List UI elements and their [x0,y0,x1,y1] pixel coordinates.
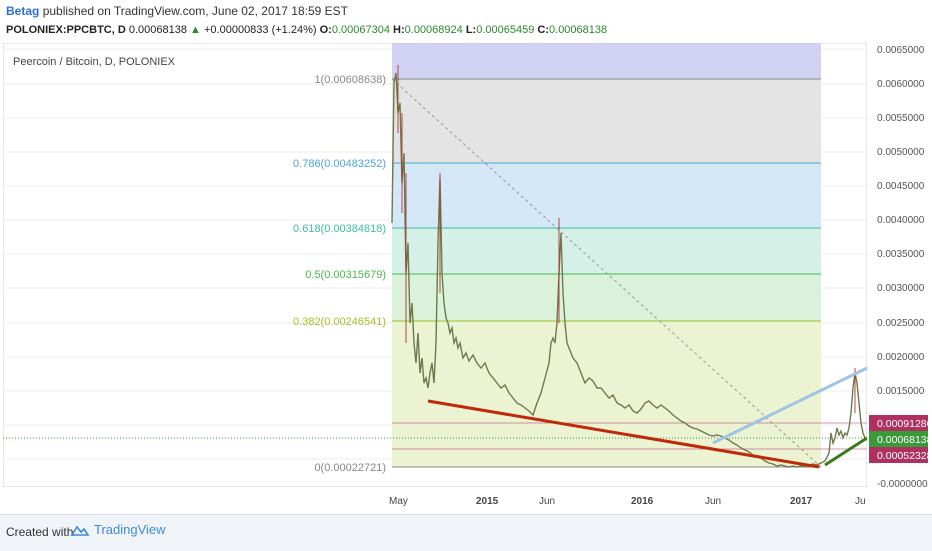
fib-retracement[interactable]: 1(0.00608638) 0.786(0.00483252) 0.618(0.… [293,43,822,474]
svg-text:0.0030000: 0.0030000 [877,283,925,294]
fib-band-5 [392,274,821,321]
fib-label-5: 0.5(0.00315679) [305,269,386,281]
low-value: 0.00065459 [476,24,535,36]
footer: Created with TradingView [0,514,932,551]
x-tick-jun-2015: Jun [539,496,556,507]
fib-label-786: 0.786(0.00483252) [293,158,386,170]
fib-band-786 [392,163,821,228]
price-chart[interactable]: 1(0.00608638) 0.786(0.00483252) 0.618(0.… [2,42,932,493]
fib-trend-line [391,78,822,468]
price-tag-support [869,447,928,463]
high-value: 0.00068924 [404,24,463,36]
svg-text:0.0050000: 0.0050000 [877,147,925,158]
red-trendline[interactable] [427,399,820,469]
fib-band-top [392,43,821,79]
last-price: 0.00068138 [128,24,187,36]
svg-text:-0.0000000: -0.0000000 [877,479,928,490]
price-change: +0.00000833 (+1.24%) [204,24,317,36]
blue-trendline[interactable] [712,366,868,445]
fib-label-382: 0.382(0.00246541) [293,316,386,328]
x-tick-jul: Ju [855,496,866,507]
time-axis[interactable]: May 2015 Jun 2016 Jun 2017 Ju [3,494,867,512]
fib-band-1 [392,79,821,163]
open-label: O: [319,24,332,36]
symbol-label: POLONIEX:PPCBTC, D [6,24,126,36]
fib-label-0: 0(0.00022721) [314,462,386,474]
svg-text:0.0015000: 0.0015000 [877,386,925,397]
svg-text:0.0040000: 0.0040000 [877,215,925,226]
price-tag-resistance [869,415,928,431]
x-tick-jun-2016: Jun [705,496,722,507]
svg-text:0.0020000: 0.0020000 [877,352,925,363]
price-spikes [397,65,856,413]
svg-text:0.0060000: 0.0060000 [877,79,925,90]
close-label: C: [537,24,550,36]
x-tick-2015: 2015 [476,496,499,507]
chart-legend: Peercoin / Bitcoin, D, POLONIEX [13,56,176,68]
y-axis-labels: 0.0065000 0.0060000 0.0055000 0.0050000 … [877,45,928,490]
x-tick-2017: 2017 [790,496,813,507]
svg-text:0.0065000: 0.0065000 [877,45,925,56]
tradingview-brand: TradingView [94,522,166,537]
close-value: 0.00068138 [549,24,608,36]
price-axis[interactable] [867,43,928,487]
svg-text:0.00091286: 0.00091286 [877,418,928,430]
price-series [391,72,866,468]
high-label: H: [393,24,405,36]
tradingview-logo[interactable]: TradingView [70,522,166,537]
svg-text:0.0025000: 0.0025000 [877,318,925,329]
svg-text:0.0035000: 0.0035000 [877,249,925,260]
svg-text:0.0045000: 0.0045000 [877,181,925,192]
x-tick-2016: 2016 [631,496,654,507]
low-label: L: [465,24,477,36]
time-axis-strip [3,487,928,493]
author-link[interactable]: Betag [6,4,40,18]
price-tag-last [869,431,928,447]
publish-info: Betag published on TradingView.com, June… [6,4,348,18]
price-tags: 0.00091286 0.00068138 0.00052328 [869,415,932,463]
open-value: 0.00067304 [331,24,390,36]
green-trendline[interactable] [824,436,868,467]
svg-text:0.00068138: 0.00068138 [877,434,928,446]
svg-text:0.00052328: 0.00052328 [877,450,928,462]
ohlc-bar: POLONIEX:PPCBTC, D 0.00068138 ▲ +0.00000… [6,24,607,36]
fib-band-618 [392,228,821,274]
fib-label-1: 1(0.00608638) [314,74,386,86]
published-text: published on TradingView.com, June 02, 2… [42,4,349,18]
x-tick-may: May [389,496,408,507]
svg-text:0.0055000: 0.0055000 [877,113,925,124]
fib-label-618: 0.618(0.00384818) [293,223,386,235]
chart-area[interactable]: 1(0.00608638) 0.786(0.00483252) 0.618(0.… [2,42,932,493]
tradingview-cloud-icon [70,525,90,536]
up-arrow-icon: ▲ [190,24,201,36]
created-with-text: Created with [6,525,74,539]
